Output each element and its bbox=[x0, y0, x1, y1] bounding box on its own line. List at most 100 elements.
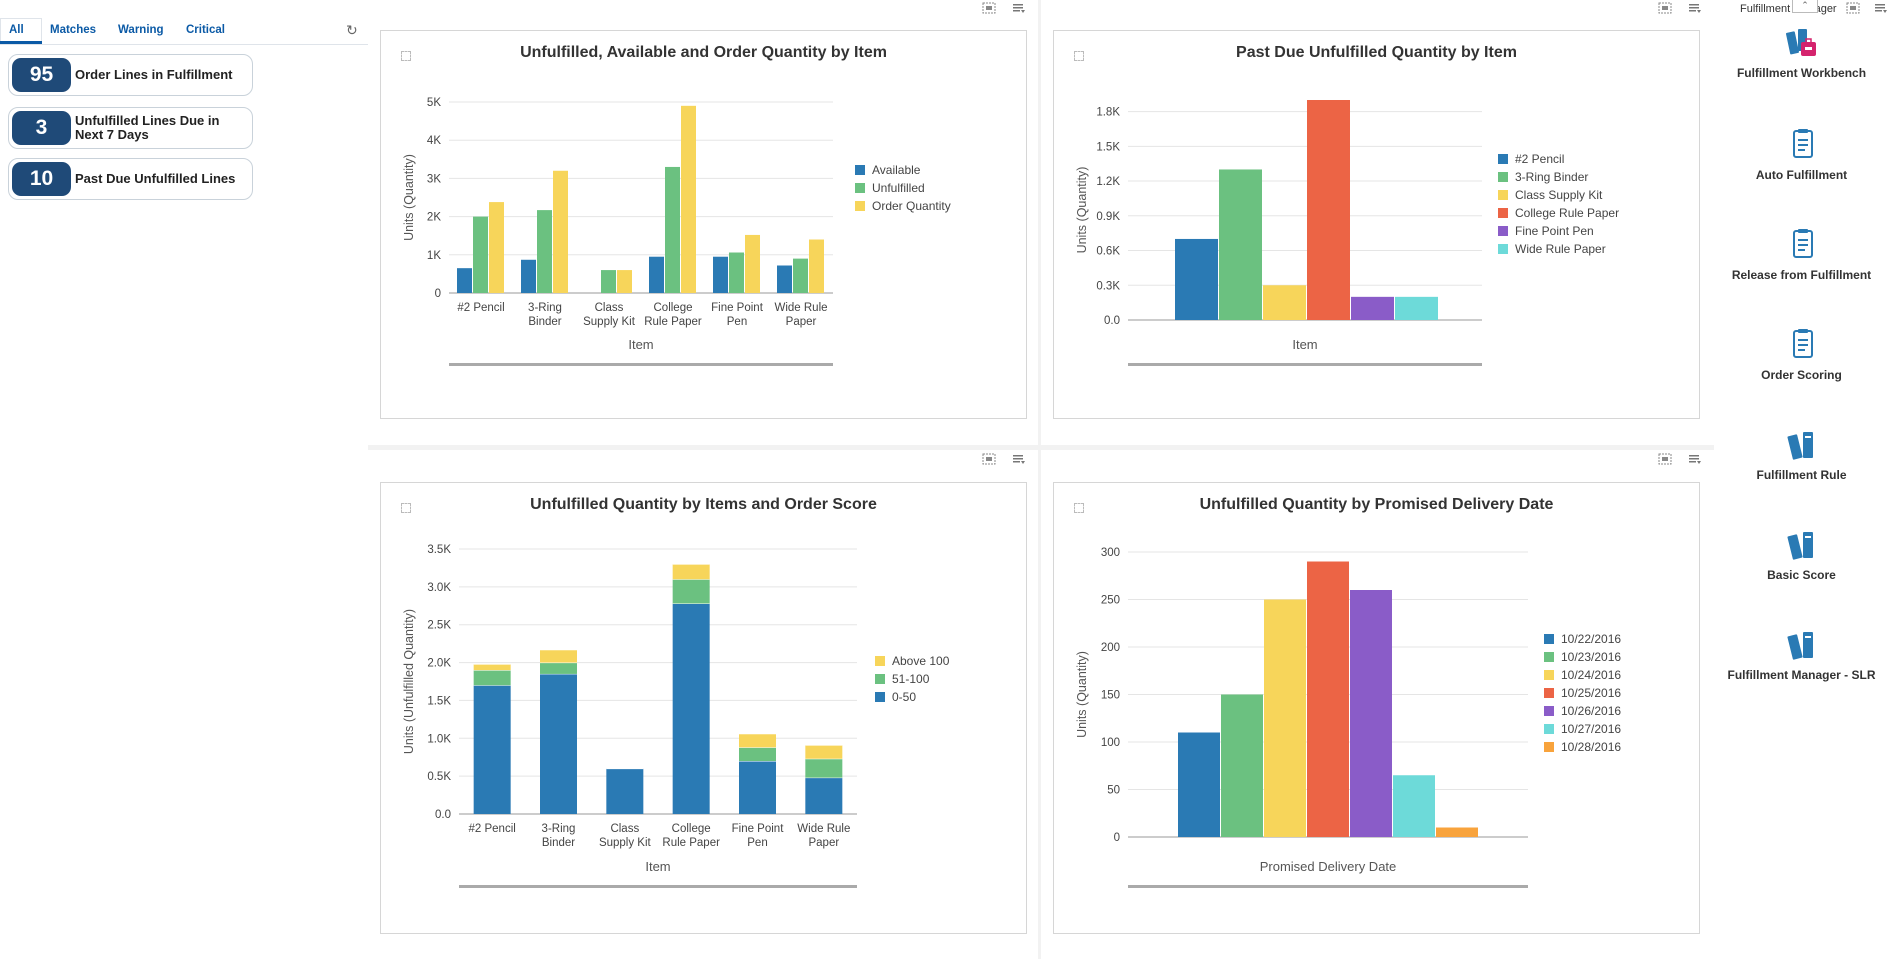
panel-menu-icon[interactable] bbox=[1012, 2, 1026, 14]
y-tick-label: 0.0 bbox=[1104, 315, 1120, 327]
refresh-icon[interactable]: ↻ bbox=[346, 22, 358, 38]
maximize-icon[interactable] bbox=[1658, 2, 1672, 14]
chart-area: Unfulfilled, Available and Order Quantit… bbox=[368, 0, 1714, 959]
chart-title: Unfulfilled Quantity by Items and Order … bbox=[530, 496, 877, 513]
y-tick-label: 100 bbox=[1101, 737, 1120, 749]
bar-segment bbox=[672, 603, 710, 814]
y-tick-label: 3K bbox=[427, 173, 441, 185]
y-axis-label: Units (Quantity) bbox=[1075, 651, 1089, 738]
kpi-unfulfilled-due[interactable]: 3 Unfulfilled Lines Due in Next 7 Days bbox=[8, 107, 253, 149]
tab-all[interactable]: All bbox=[9, 24, 24, 36]
panel-menu-icon[interactable] bbox=[1688, 453, 1702, 465]
panel-menu-icon[interactable] bbox=[1688, 2, 1702, 14]
right-panel: Fulfillment Manager ⌃ Fulfillment Workbe… bbox=[1714, 0, 1889, 959]
legend-label: 10/26/2016 bbox=[1561, 704, 1621, 718]
scrollbar bbox=[1128, 885, 1528, 888]
kpi-order-lines[interactable]: 95 Order Lines in Fulfillment bbox=[8, 54, 253, 96]
tab-matches[interactable]: Matches bbox=[50, 24, 97, 36]
x-tick-label: College Rule Paper bbox=[662, 823, 720, 849]
nav-fulfillment-rule[interactable]: Fulfillment Rule bbox=[1714, 428, 1889, 482]
y-tick-label: 150 bbox=[1101, 690, 1120, 702]
nav-order-scoring[interactable]: Order Scoring bbox=[1714, 328, 1889, 382]
kpi-value: 95 bbox=[12, 58, 71, 92]
bar bbox=[729, 252, 744, 293]
x-tick-label: 3-Ring Binder bbox=[542, 823, 576, 849]
document-icon bbox=[1785, 228, 1819, 264]
panel-menu-icon[interactable] bbox=[1874, 2, 1888, 14]
bar bbox=[777, 265, 792, 293]
bar-segment bbox=[540, 649, 577, 663]
chart-svg: 0.0 0.3K 0.6K 0.9K 1.2K 1.5K 1.8K Units (Quanti… bbox=[1075, 100, 1619, 366]
kpi-past-due[interactable]: 10 Past Due Unfulfilled Lines bbox=[8, 158, 253, 200]
panel-menu-icon[interactable] bbox=[1012, 453, 1026, 465]
chart-svg: 0 1K 2K 3K 4K 5K Units (Quantity) Item #2 Pencil… bbox=[402, 97, 951, 366]
bar-segment bbox=[739, 733, 776, 748]
maximize-icon[interactable] bbox=[1658, 453, 1672, 465]
document-icon bbox=[1785, 328, 1819, 364]
kpi-value: 3 bbox=[12, 111, 71, 145]
bar-segment bbox=[540, 673, 577, 814]
bar-segment bbox=[805, 745, 843, 759]
nav-fulfillment-workbench[interactable]: Fulfillment Workbench bbox=[1714, 26, 1889, 80]
nav-label: Order Scoring bbox=[1761, 368, 1842, 382]
y-tick-label: 1K bbox=[427, 250, 441, 262]
nav-release-from-fulfillment[interactable]: Release from Fulfillment bbox=[1714, 228, 1889, 282]
nav-label: Basic Score bbox=[1767, 568, 1836, 582]
bar-segment bbox=[672, 579, 710, 604]
legend-swatch bbox=[1544, 652, 1554, 662]
expand-icon[interactable] bbox=[1074, 503, 1084, 513]
tab-warning[interactable]: Warning bbox=[118, 24, 164, 36]
expand-icon[interactable] bbox=[401, 51, 411, 61]
bar bbox=[521, 259, 536, 293]
x-axis-label: Promised Delivery Date bbox=[1260, 859, 1397, 874]
legend-label: Fine Point Pen bbox=[1515, 224, 1594, 238]
kpi-label: Past Due Unfulfilled Lines bbox=[75, 171, 236, 186]
legend-label: #2 Pencil bbox=[1515, 152, 1564, 166]
legend-swatch bbox=[1498, 154, 1508, 164]
bar-segment bbox=[805, 758, 843, 778]
x-tick-label: Class Supply Kit bbox=[599, 823, 652, 849]
expand-icon[interactable] bbox=[401, 503, 411, 513]
y-tick-label: 1.8K bbox=[1096, 107, 1120, 119]
legend-label: Above 100 bbox=[892, 654, 950, 668]
bar bbox=[745, 234, 760, 293]
chart-svg: 0.0 0.5K 1.0K 1.5K 2.0K 2.5K 3.0K 3.5K Units (Un… bbox=[402, 544, 950, 888]
y-tick-label: 0.9K bbox=[1096, 211, 1120, 223]
bar bbox=[809, 239, 824, 293]
legend-label: 0-50 bbox=[892, 690, 916, 704]
legend-swatch bbox=[1498, 244, 1508, 254]
left-panel: All Matches Warning Critical ↻ 95 Order … bbox=[0, 0, 368, 959]
maximize-icon[interactable] bbox=[982, 2, 996, 14]
legend-swatch bbox=[1498, 190, 1508, 200]
bar bbox=[457, 268, 472, 293]
bar bbox=[537, 210, 552, 293]
nav-fulfillment-manager-slr[interactable]: Fulfillment Manager - SLR bbox=[1714, 628, 1889, 682]
nav-basic-score[interactable]: Basic Score bbox=[1714, 528, 1889, 582]
bar bbox=[1264, 599, 1306, 837]
bar-segment bbox=[739, 761, 776, 814]
x-tick-label: Fine Point Pen bbox=[732, 823, 785, 849]
tab-critical[interactable]: Critical bbox=[186, 24, 225, 36]
expand-icon[interactable] bbox=[1074, 51, 1084, 61]
books-icon bbox=[1785, 528, 1819, 564]
bar-segment bbox=[473, 670, 511, 686]
bar bbox=[1393, 775, 1435, 837]
chart-title: Past Due Unfulfilled Quantity by Item bbox=[1236, 44, 1517, 61]
bar-segment bbox=[739, 747, 776, 761]
legend-label: 10/24/2016 bbox=[1561, 668, 1621, 682]
legend-label: College Rule Paper bbox=[1515, 206, 1619, 220]
nav-label: Fulfillment Workbench bbox=[1736, 66, 1867, 80]
y-tick-label: 5K bbox=[427, 97, 441, 109]
bar bbox=[649, 256, 664, 293]
bar-segment bbox=[540, 662, 577, 674]
maximize-icon[interactable] bbox=[1846, 2, 1860, 14]
collapse-icon[interactable]: ⌃ bbox=[1792, 0, 1818, 13]
legend-label: 10/28/2016 bbox=[1561, 740, 1621, 754]
legend-label: Order Quantity bbox=[872, 199, 951, 213]
legend-swatch bbox=[875, 674, 885, 684]
nav-auto-fulfillment[interactable]: Auto Fulfillment bbox=[1714, 128, 1889, 182]
y-tick-label: 250 bbox=[1101, 595, 1120, 607]
x-tick-label: Fine Point Pen bbox=[711, 302, 764, 328]
maximize-icon[interactable] bbox=[982, 453, 996, 465]
chart-panel-4: Unfulfilled Quantity by Promised Deliver… bbox=[1041, 450, 1714, 959]
